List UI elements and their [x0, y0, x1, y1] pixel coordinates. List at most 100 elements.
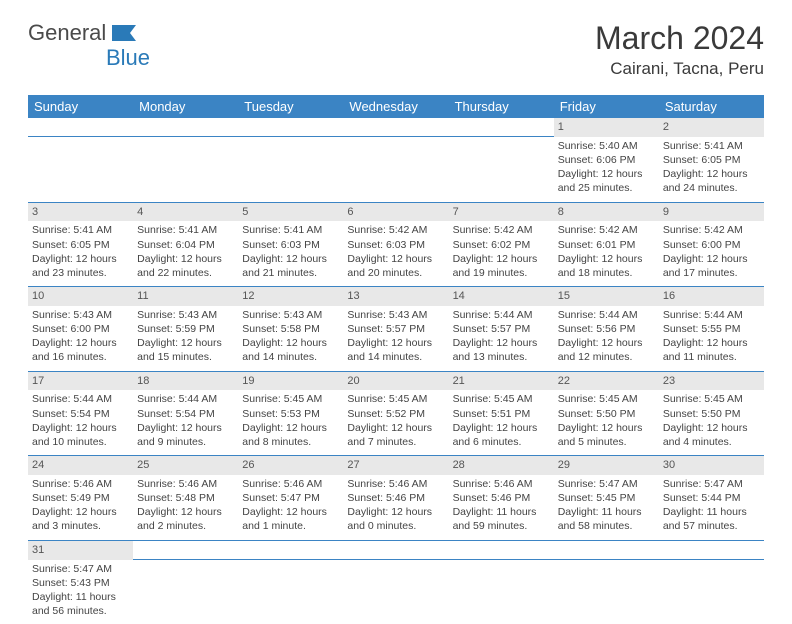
day-cell: Sunrise: 5:41 AMSunset: 6:03 PMDaylight:…	[238, 221, 343, 286]
day1-text: Daylight: 11 hours	[663, 505, 760, 519]
day2-text: and 58 minutes.	[558, 519, 655, 533]
day-number: 3	[28, 202, 133, 221]
day1-text: Daylight: 12 hours	[242, 252, 339, 266]
day1-text: Daylight: 12 hours	[347, 336, 444, 350]
sunrise-text: Sunrise: 5:43 AM	[32, 308, 129, 322]
brand-part2-wrap: Blue	[106, 45, 166, 71]
brand-logo: General	[28, 20, 140, 46]
sunrise-text: Sunrise: 5:42 AM	[453, 223, 550, 237]
sunset-text: Sunset: 6:04 PM	[137, 238, 234, 252]
sunset-text: Sunset: 5:53 PM	[242, 407, 339, 421]
day2-text: and 6 minutes.	[453, 435, 550, 449]
day2-text: and 14 minutes.	[347, 350, 444, 364]
day-number: 10	[28, 287, 133, 306]
day1-text: Daylight: 12 hours	[137, 421, 234, 435]
day-cell: Sunrise: 5:43 AMSunset: 5:59 PMDaylight:…	[133, 306, 238, 371]
sunset-text: Sunset: 6:03 PM	[242, 238, 339, 252]
day-cell: Sunrise: 5:44 AMSunset: 5:56 PMDaylight:…	[554, 306, 659, 371]
day-number: 25	[133, 456, 238, 475]
day1-text: Daylight: 12 hours	[663, 336, 760, 350]
day-number	[554, 540, 659, 559]
sunset-text: Sunset: 5:50 PM	[663, 407, 760, 421]
day2-text: and 22 minutes.	[137, 266, 234, 280]
day-cell: Sunrise: 5:47 AMSunset: 5:45 PMDaylight:…	[554, 475, 659, 540]
day1-text: Daylight: 12 hours	[453, 421, 550, 435]
day-number: 28	[449, 456, 554, 475]
day-number	[238, 540, 343, 559]
day2-text: and 11 minutes.	[663, 350, 760, 364]
calendar-body: 12Sunrise: 5:40 AMSunset: 6:06 PMDayligh…	[28, 118, 764, 624]
sunset-text: Sunset: 5:57 PM	[347, 322, 444, 336]
day-number: 17	[28, 371, 133, 390]
day-number: 2	[659, 118, 764, 137]
day-number: 27	[343, 456, 448, 475]
sunset-text: Sunset: 5:46 PM	[347, 491, 444, 505]
day-number: 1	[554, 118, 659, 137]
day1-text: Daylight: 12 hours	[663, 421, 760, 435]
day2-text: and 24 minutes.	[663, 181, 760, 195]
day2-text: and 20 minutes.	[347, 266, 444, 280]
day1-text: Daylight: 12 hours	[242, 421, 339, 435]
sunrise-text: Sunrise: 5:41 AM	[242, 223, 339, 237]
sunrise-text: Sunrise: 5:41 AM	[663, 139, 760, 153]
sunrise-text: Sunrise: 5:43 AM	[347, 308, 444, 322]
day1-text: Daylight: 12 hours	[663, 252, 760, 266]
sunrise-text: Sunrise: 5:46 AM	[32, 477, 129, 491]
day2-text: and 59 minutes.	[453, 519, 550, 533]
day-cell: Sunrise: 5:42 AMSunset: 6:02 PMDaylight:…	[449, 221, 554, 286]
day-cell: Sunrise: 5:46 AMSunset: 5:47 PMDaylight:…	[238, 475, 343, 540]
day-cell	[343, 137, 448, 202]
sunset-text: Sunset: 5:43 PM	[32, 576, 129, 590]
day-number	[238, 118, 343, 137]
sunrise-text: Sunrise: 5:45 AM	[558, 392, 655, 406]
day-cell: Sunrise: 5:46 AMSunset: 5:46 PMDaylight:…	[449, 475, 554, 540]
day2-text: and 57 minutes.	[663, 519, 760, 533]
sunset-text: Sunset: 6:02 PM	[453, 238, 550, 252]
day-cell: Sunrise: 5:44 AMSunset: 5:54 PMDaylight:…	[28, 390, 133, 455]
sunset-text: Sunset: 5:52 PM	[347, 407, 444, 421]
day-number: 8	[554, 202, 659, 221]
day-number: 12	[238, 287, 343, 306]
title-block: March 2024 Cairani, Tacna, Peru	[595, 20, 764, 79]
day-number	[343, 118, 448, 137]
day-number: 9	[659, 202, 764, 221]
daynum-row: 3456789	[28, 202, 764, 221]
day-cell: Sunrise: 5:45 AMSunset: 5:52 PMDaylight:…	[343, 390, 448, 455]
day-number: 21	[449, 371, 554, 390]
sunrise-text: Sunrise: 5:46 AM	[242, 477, 339, 491]
sunrise-text: Sunrise: 5:41 AM	[32, 223, 129, 237]
day-cell: Sunrise: 5:42 AMSunset: 6:03 PMDaylight:…	[343, 221, 448, 286]
sunrise-text: Sunrise: 5:47 AM	[32, 562, 129, 576]
day-cell	[449, 560, 554, 624]
weekday-header: Sunday	[28, 95, 133, 118]
weekday-header: Friday	[554, 95, 659, 118]
day2-text: and 25 minutes.	[558, 181, 655, 195]
sunset-text: Sunset: 6:05 PM	[663, 153, 760, 167]
day2-text: and 1 minute.	[242, 519, 339, 533]
day1-text: Daylight: 12 hours	[137, 505, 234, 519]
day2-text: and 0 minutes.	[347, 519, 444, 533]
day-number: 13	[343, 287, 448, 306]
sunrise-text: Sunrise: 5:46 AM	[347, 477, 444, 491]
sunset-text: Sunset: 5:49 PM	[32, 491, 129, 505]
sunset-text: Sunset: 5:57 PM	[453, 322, 550, 336]
sunrise-text: Sunrise: 5:45 AM	[453, 392, 550, 406]
day-cell: Sunrise: 5:45 AMSunset: 5:53 PMDaylight:…	[238, 390, 343, 455]
day-number: 15	[554, 287, 659, 306]
day1-text: Daylight: 11 hours	[453, 505, 550, 519]
sunrise-text: Sunrise: 5:45 AM	[242, 392, 339, 406]
sunset-text: Sunset: 5:54 PM	[32, 407, 129, 421]
day2-text: and 2 minutes.	[137, 519, 234, 533]
weekday-header: Tuesday	[238, 95, 343, 118]
sunset-text: Sunset: 5:46 PM	[453, 491, 550, 505]
sunrise-text: Sunrise: 5:41 AM	[137, 223, 234, 237]
day-content-row: Sunrise: 5:46 AMSunset: 5:49 PMDaylight:…	[28, 475, 764, 540]
day-cell	[28, 137, 133, 202]
day2-text: and 13 minutes.	[453, 350, 550, 364]
day-number: 20	[343, 371, 448, 390]
day-content-row: Sunrise: 5:40 AMSunset: 6:06 PMDaylight:…	[28, 137, 764, 202]
day-number	[343, 540, 448, 559]
day-cell: Sunrise: 5:45 AMSunset: 5:50 PMDaylight:…	[659, 390, 764, 455]
day-number	[449, 118, 554, 137]
day-number	[133, 540, 238, 559]
